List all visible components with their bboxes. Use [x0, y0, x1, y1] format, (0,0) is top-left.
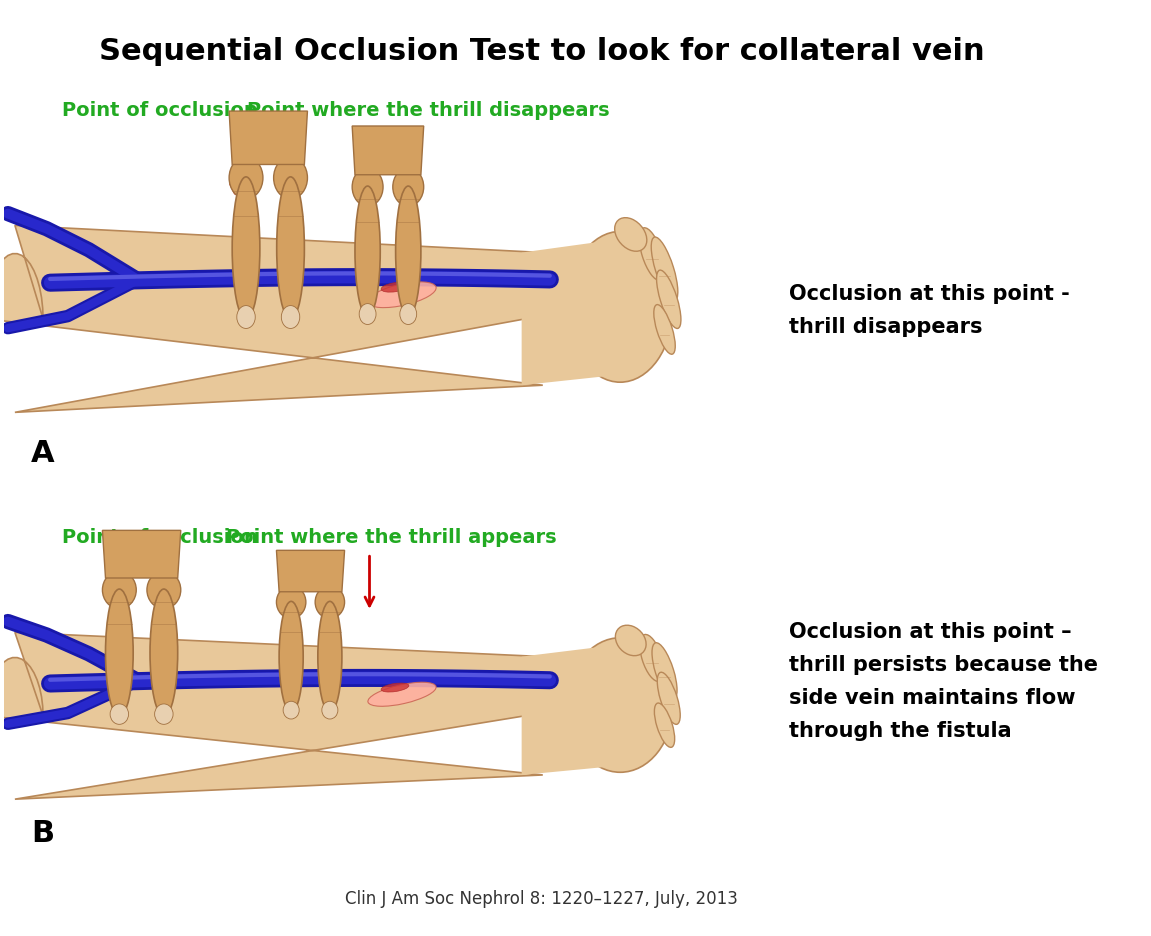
Ellipse shape	[399, 303, 417, 325]
Ellipse shape	[274, 157, 307, 198]
Ellipse shape	[381, 283, 409, 292]
Ellipse shape	[657, 672, 680, 724]
Ellipse shape	[229, 157, 262, 198]
Ellipse shape	[359, 303, 376, 325]
Ellipse shape	[368, 282, 436, 308]
Ellipse shape	[567, 637, 673, 772]
Ellipse shape	[102, 571, 136, 608]
Polygon shape	[229, 111, 307, 165]
Ellipse shape	[639, 227, 664, 281]
Ellipse shape	[615, 218, 647, 251]
Ellipse shape	[283, 701, 299, 719]
Text: B: B	[31, 819, 54, 848]
Ellipse shape	[651, 237, 678, 301]
Ellipse shape	[651, 643, 677, 700]
Ellipse shape	[150, 589, 177, 717]
Ellipse shape	[281, 305, 299, 329]
Ellipse shape	[154, 704, 173, 724]
Text: A: A	[31, 439, 54, 468]
Ellipse shape	[280, 601, 303, 712]
Ellipse shape	[276, 586, 306, 619]
Ellipse shape	[276, 177, 304, 320]
Text: Occlusion at this point –
thrill persists because the
side vein maintains flow
t: Occlusion at this point – thrill persist…	[788, 622, 1098, 740]
Text: Point of occlusion: Point of occlusion	[62, 101, 258, 120]
Polygon shape	[352, 126, 424, 175]
Ellipse shape	[237, 305, 256, 329]
Polygon shape	[276, 550, 344, 592]
Text: Point of occlusion: Point of occlusion	[62, 528, 258, 547]
Polygon shape	[102, 531, 181, 578]
Polygon shape	[0, 226, 561, 413]
Polygon shape	[521, 239, 620, 386]
Ellipse shape	[368, 682, 436, 707]
Text: Point where the thrill appears: Point where the thrill appears	[226, 528, 556, 547]
Ellipse shape	[567, 231, 673, 382]
Ellipse shape	[352, 168, 383, 206]
Ellipse shape	[315, 586, 344, 619]
Ellipse shape	[233, 177, 260, 320]
Ellipse shape	[147, 571, 181, 608]
Ellipse shape	[381, 683, 409, 692]
Ellipse shape	[640, 635, 664, 681]
Ellipse shape	[318, 601, 342, 712]
Text: Point where the thrill disappears: Point where the thrill disappears	[247, 101, 610, 120]
Ellipse shape	[656, 271, 681, 329]
Ellipse shape	[396, 186, 421, 316]
Text: Clin J Am Soc Nephrol 8: 1220–1227, July, 2013: Clin J Am Soc Nephrol 8: 1220–1227, July…	[345, 890, 738, 908]
Ellipse shape	[655, 703, 674, 747]
Ellipse shape	[322, 701, 338, 719]
Ellipse shape	[654, 304, 676, 354]
Polygon shape	[0, 633, 561, 799]
Ellipse shape	[106, 589, 134, 717]
Ellipse shape	[616, 625, 646, 656]
Ellipse shape	[355, 186, 380, 316]
Polygon shape	[521, 645, 620, 775]
Ellipse shape	[392, 168, 424, 206]
Ellipse shape	[110, 704, 129, 724]
Text: Sequential Occlusion Test to look for collateral vein: Sequential Occlusion Test to look for co…	[99, 37, 984, 66]
Text: Occlusion at this point -
thrill disappears: Occlusion at this point - thrill disappe…	[788, 284, 1069, 337]
